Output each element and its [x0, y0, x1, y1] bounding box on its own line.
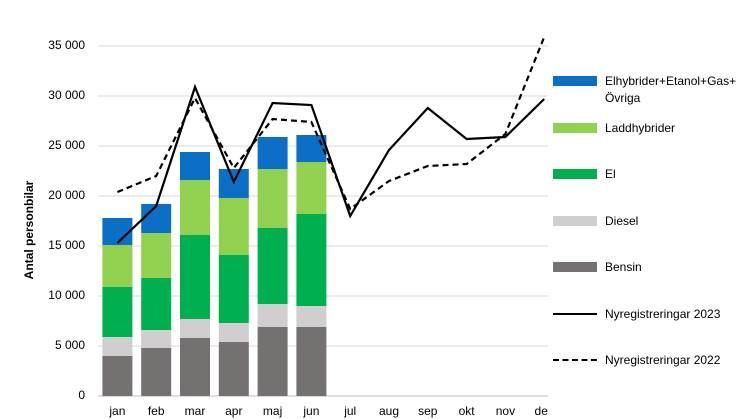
legend: Elhybrider+Etanol+Gas+Övriga Laddhybrider… [548, 0, 746, 419]
bar-segment [296, 327, 327, 396]
bar-segment [141, 204, 172, 233]
bar-segment [218, 255, 249, 323]
bar-segment [257, 137, 288, 169]
bar-segment [102, 287, 133, 337]
legend-label: Nyregistreringar 2023 [605, 306, 721, 321]
bar-segment [180, 152, 210, 180]
y-tick-label: 20 000 [48, 188, 85, 202]
x-tick-label: jan [108, 404, 125, 418]
bar-segment [296, 135, 327, 162]
bar-segment [257, 304, 288, 327]
bar-segment [180, 338, 210, 396]
y-tick-label: 0 [78, 388, 85, 402]
bar-segment [218, 323, 249, 342]
bar-segment [296, 162, 327, 214]
bar-segment [180, 235, 210, 319]
y-tick-label: 35 000 [48, 38, 85, 52]
bar-segment [141, 330, 172, 348]
bar-segment [180, 319, 210, 338]
bar-segment [257, 228, 288, 304]
y-tick-label: 15 000 [48, 238, 85, 252]
bar-segment [257, 169, 288, 228]
bar-segment [102, 245, 133, 287]
line [116, 36, 546, 211]
legend-swatch [553, 215, 597, 226]
y-tick-label: 30 000 [48, 88, 85, 102]
x-tick-label: maj [263, 404, 282, 418]
bar-segment [296, 214, 327, 306]
bar-segment [141, 278, 172, 330]
legend-swatch [553, 262, 597, 272]
legend-label: El [605, 167, 616, 181]
x-tick-label: apr [225, 404, 242, 418]
y-tick-label: 10 000 [48, 288, 85, 302]
legend-label: Laddhybrider [605, 120, 676, 135]
x-tick-label: jul [343, 404, 356, 418]
legend-swatch [553, 122, 597, 133]
x-tick-label: nov [496, 404, 515, 418]
bar-segment [102, 356, 133, 396]
bar-segment [180, 180, 210, 235]
legend-label: Diesel [605, 213, 639, 228]
x-tick-label: jun [302, 404, 319, 418]
x-tick-label: sep [418, 404, 438, 418]
bar-segment [102, 337, 133, 356]
bar-segment [218, 198, 249, 255]
bar-segment [296, 306, 327, 327]
y-tick-label: 5 000 [55, 338, 85, 352]
x-tick-label: mar [185, 404, 206, 418]
bar-segment [141, 233, 172, 278]
bar-segment [141, 348, 172, 396]
legend-swatch [553, 312, 597, 315]
legend-swatch [553, 169, 597, 179]
x-tick-label: aug [379, 404, 399, 418]
legend-label: Bensin [605, 260, 642, 274]
legend-swatch [553, 359, 597, 361]
legend-label: Nyregistreringar 2022 [605, 353, 721, 367]
bar-segment [218, 342, 249, 396]
bar-segment [102, 218, 133, 245]
bar-segment [257, 327, 288, 396]
line [116, 83, 545, 244]
legend-swatch [553, 76, 597, 86]
legend-label: Elhybrider+Etanol+Gas+Övriga [605, 74, 737, 105]
y-tick-label: 40 000 [48, 0, 85, 2]
x-tick-label: okt [459, 404, 476, 418]
x-tick-label: feb [148, 404, 165, 418]
y-axis-label: Antal personbilar [22, 180, 36, 279]
y-tick-label: 25 000 [48, 138, 85, 152]
